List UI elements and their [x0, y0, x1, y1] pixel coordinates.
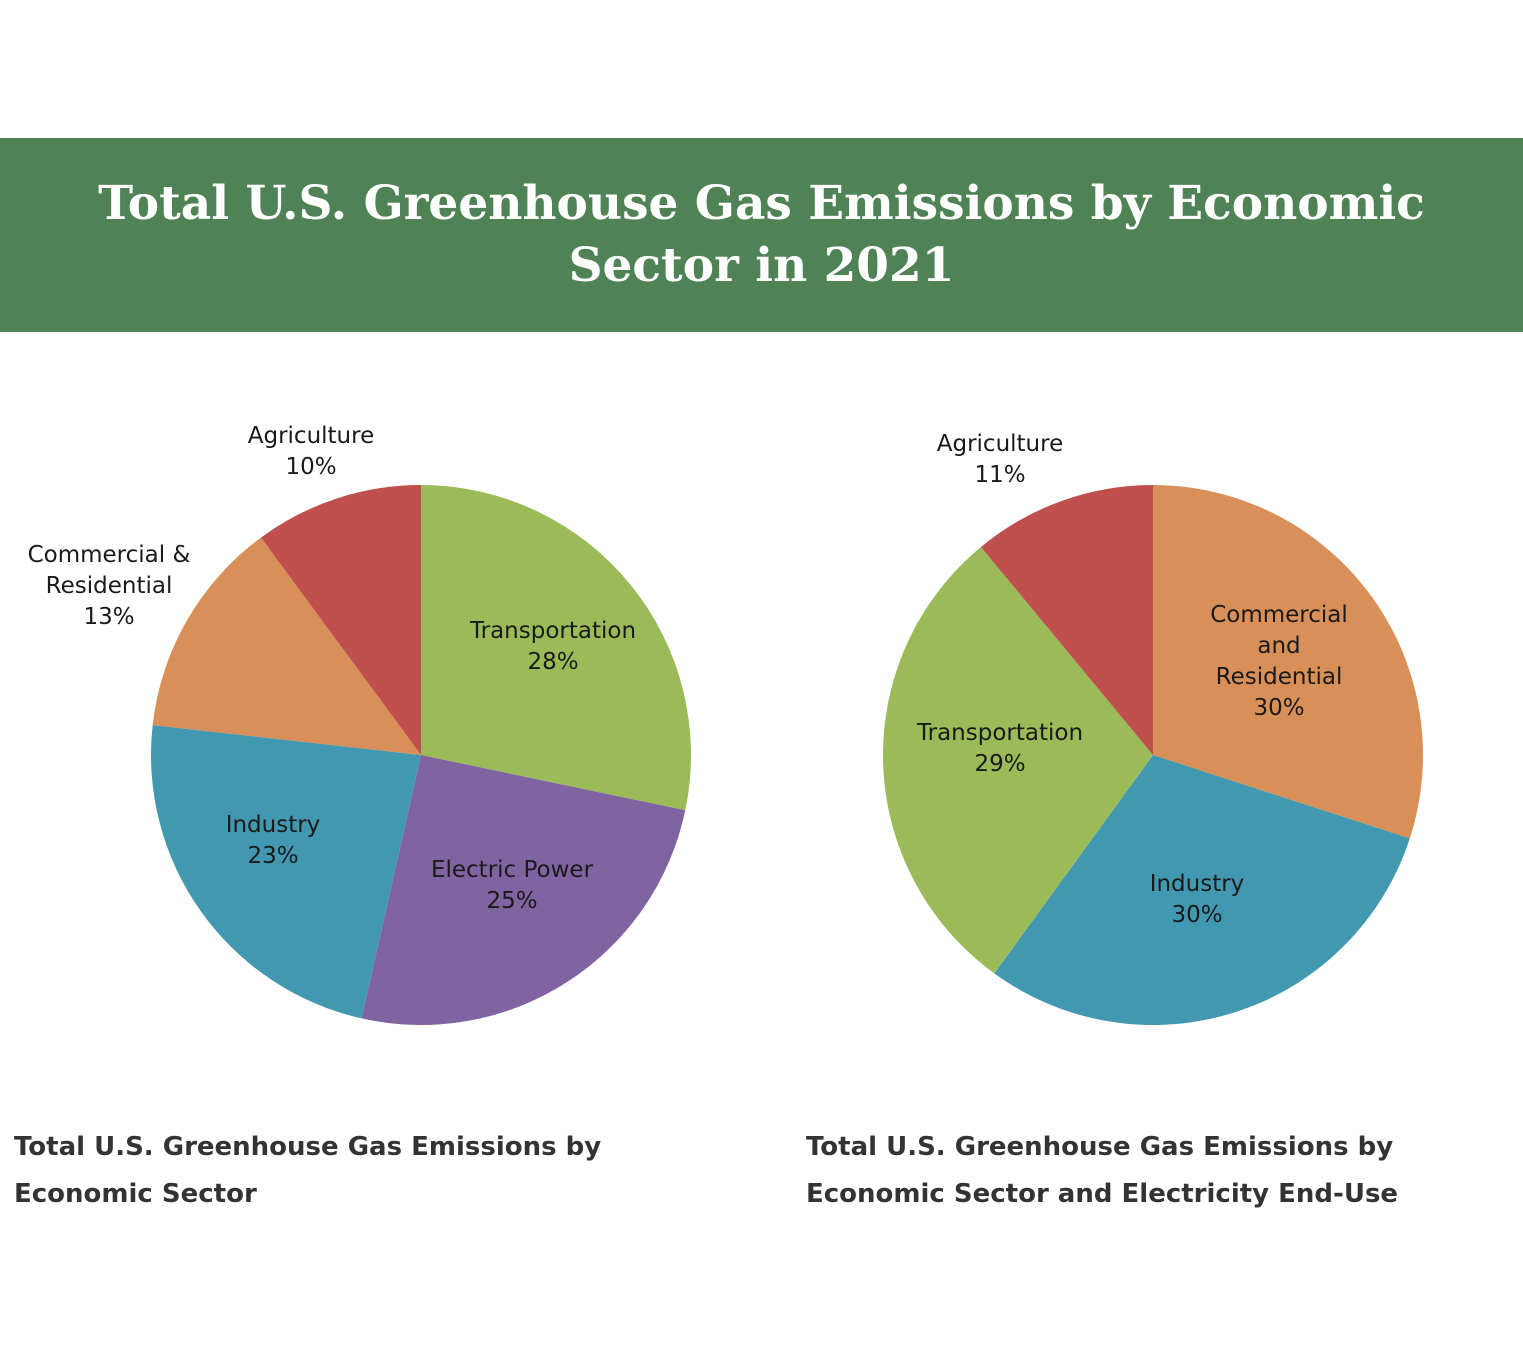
pie-slice-agriculture	[260, 485, 421, 755]
pie-slice-commercial-residential	[152, 537, 421, 755]
page-title: Total U.S. Greenhouse Gas Emissions by E…	[98, 176, 1425, 293]
chart-2-caption: Total U.S. Greenhouse Gas Emissions by E…	[806, 1132, 1399, 1209]
pie-slice-transportation	[883, 546, 1153, 974]
slice-label-industry: Industry 30%	[1150, 871, 1245, 928]
slice-label-agriculture: Agriculture 11%	[937, 431, 1064, 488]
pie-chart-1: Transportation 28% Electric Power 25% Indust…	[28, 423, 691, 1025]
chart-1-caption: Total U.S. Greenhouse Gas Emissions by E…	[14, 1132, 602, 1209]
slice-label-electric-power: Electric Power 25%	[431, 857, 594, 914]
pie-chart-2: Commercial and Residential 30% Industry 30% Tr…	[883, 431, 1423, 1025]
pie-slice-commercial-and-residential	[1153, 485, 1423, 839]
slice-label-agriculture: Agriculture 10%	[248, 423, 375, 480]
slice-label-transportation: Transportation 28%	[469, 618, 636, 675]
slice-label-commercial-and-residential: Commercial and Residential 30%	[1210, 602, 1348, 721]
title-banner: Total U.S. Greenhouse Gas Emissions by E…	[0, 138, 1523, 332]
pie-slice-transportation	[421, 485, 691, 811]
slice-label-industry: Industry 23%	[226, 812, 321, 869]
slice-label-commercial-residential: Commercial & Residential 13%	[28, 542, 191, 630]
pie-slice-industry	[150, 725, 421, 1019]
pie-slice-electric-power	[361, 755, 686, 1025]
slice-label-transportation: Transportation 29%	[916, 720, 1083, 777]
pie-slice-industry	[994, 755, 1410, 1025]
pie-slice-agriculture	[980, 485, 1153, 755]
